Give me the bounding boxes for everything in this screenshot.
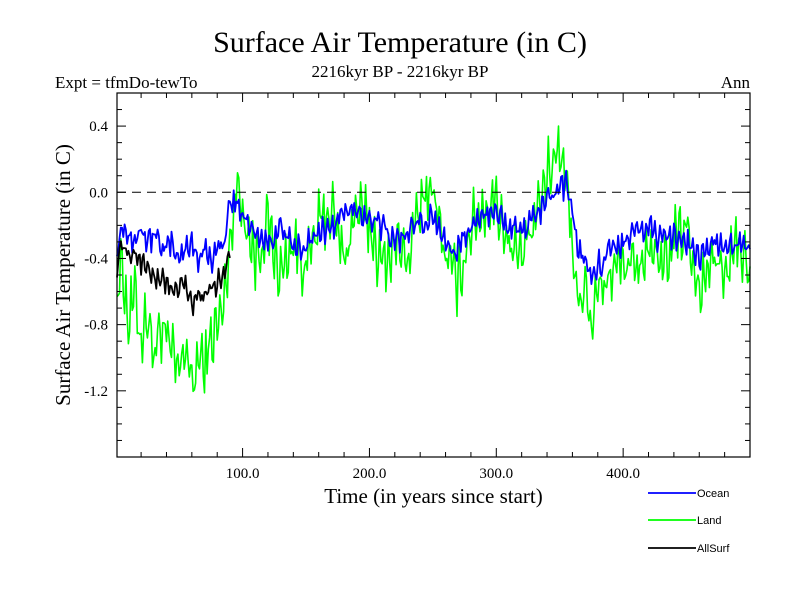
plot-frame [116, 92, 751, 458]
chart-subtitle: 2216kyr BP - 2216kyr BP [311, 62, 489, 81]
experiment-label: Expt = tfmDo-tewTo [55, 73, 198, 92]
y-tick-label: -0.8 [84, 318, 108, 334]
x-tick-label: 400.0 [606, 466, 640, 482]
season-label: Ann [720, 73, 750, 92]
x-tick-label: 100.0 [226, 466, 260, 482]
ticks-layer [117, 92, 751, 458]
x-tick-labels: 100.0 200.0 300.0 400.0 [226, 466, 640, 482]
series-line-land [116, 125, 751, 394]
chart-title: Surface Air Temperature (in C) [213, 26, 587, 59]
y-tick-label: 0.0 [89, 185, 108, 201]
y-tick-label: -0.4 [84, 251, 108, 267]
y-tick-labels: 0.4 0.0 -0.4 -0.8 -1.2 [84, 119, 108, 400]
series-line-ocean [116, 169, 751, 286]
legend-label-land: Land [697, 515, 721, 527]
legend-label-ocean: Ocean [697, 488, 729, 500]
x-tick-label: 300.0 [479, 466, 513, 482]
y-tick-label: 0.4 [89, 119, 108, 135]
series-line-allsurf [116, 240, 231, 317]
y-axis-title: Surface Air Temperature (in C) [51, 144, 75, 406]
x-axis-title: Time (in years since start) [324, 484, 543, 508]
y-tick-label: -1.2 [84, 384, 108, 400]
x-tick-label: 200.0 [353, 466, 387, 482]
legend-label-allsurf: AllSurf [697, 543, 730, 555]
legend: Ocean Land AllSurf [648, 488, 730, 555]
series-layer [116, 125, 751, 394]
